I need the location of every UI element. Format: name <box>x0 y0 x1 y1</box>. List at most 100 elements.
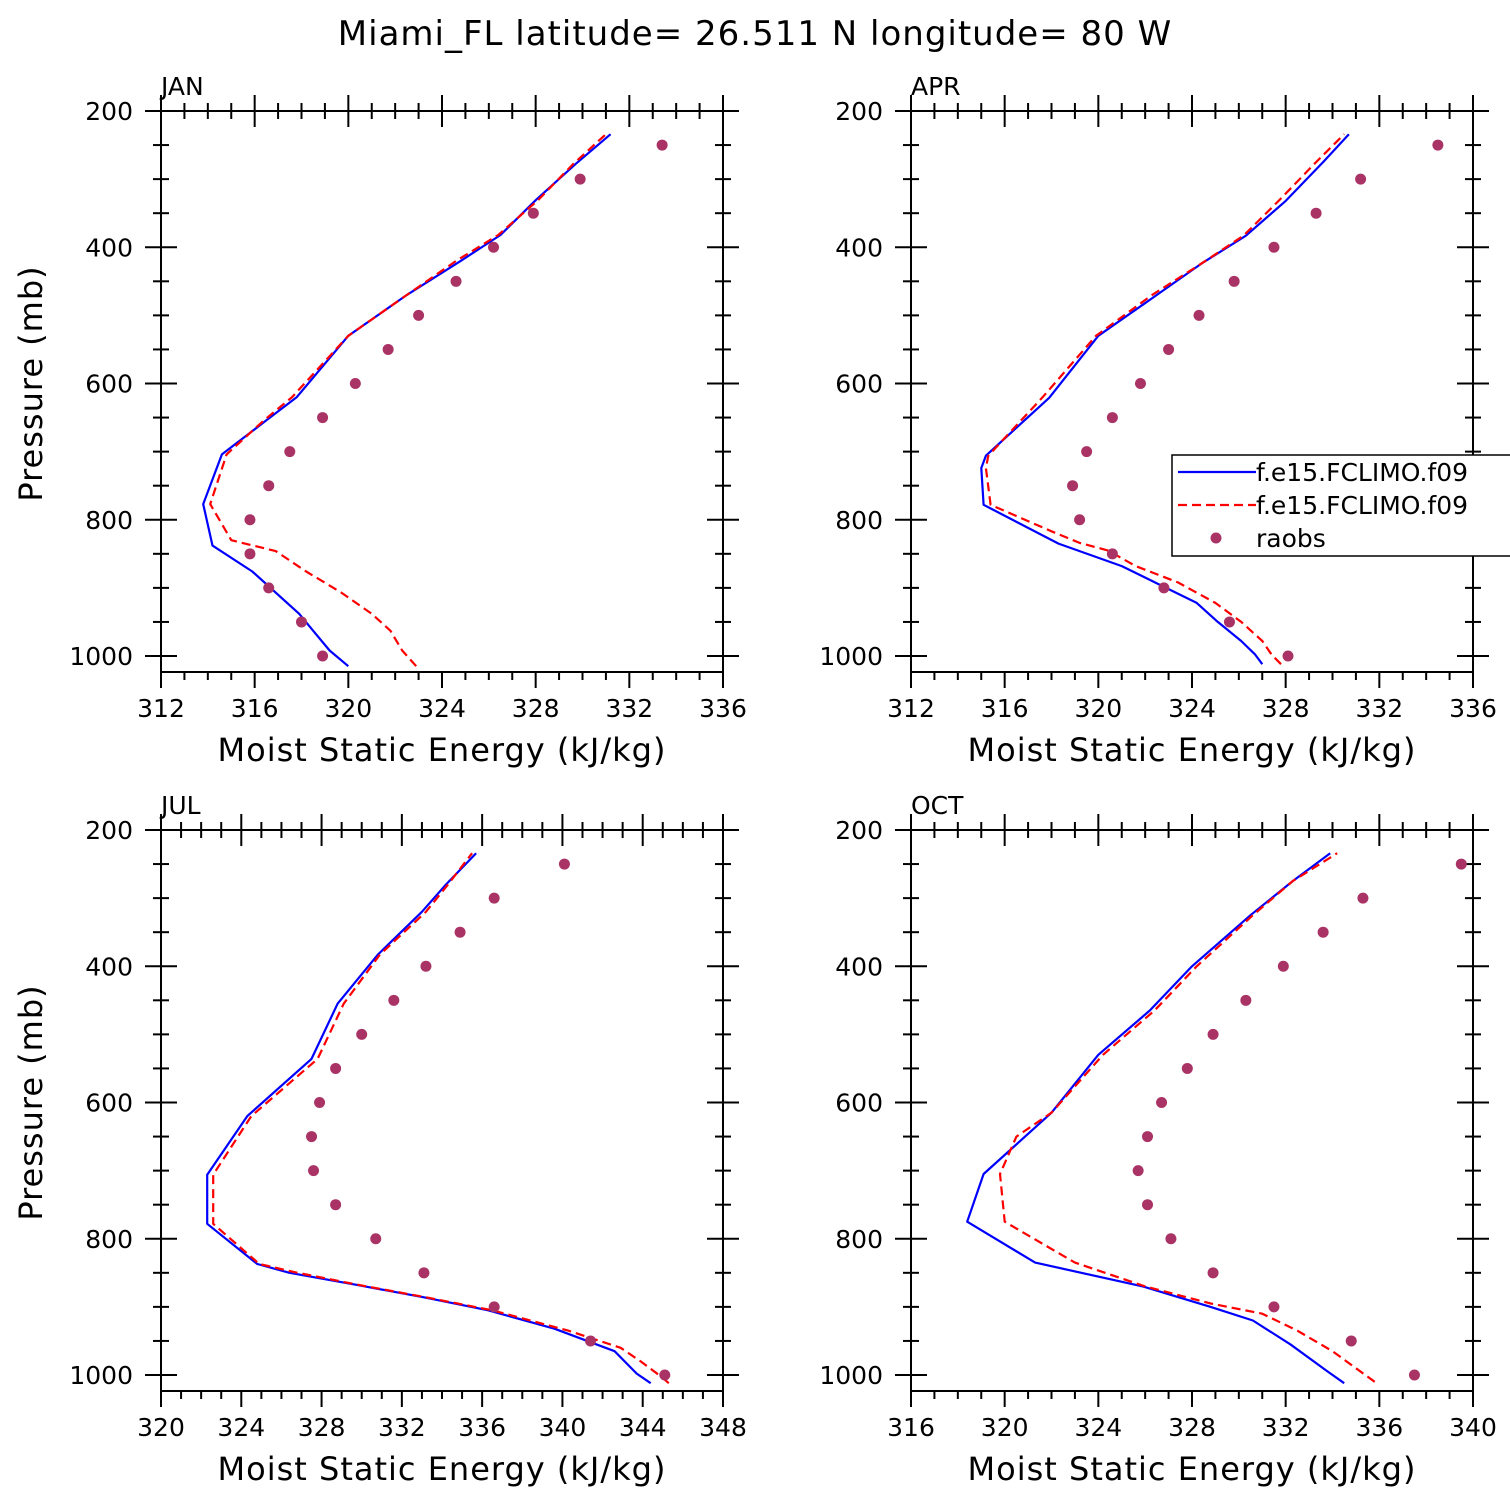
raobs-point <box>1106 412 1118 424</box>
raobs-point <box>1277 960 1289 972</box>
plot-frame <box>910 110 1474 673</box>
legend-label: f.e15.FCLIMO.f09 <box>1256 458 1468 487</box>
x-tick-label: 312 <box>137 694 185 723</box>
raobs-point <box>450 275 462 287</box>
y-tick-label: 600 <box>835 370 883 399</box>
raobs-point <box>1163 343 1175 355</box>
raobs-point <box>1223 616 1235 628</box>
panel-title: OCT <box>911 791 964 820</box>
y-tick-label: 200 <box>835 816 883 845</box>
raobs-point <box>1432 139 1444 151</box>
raobs-point <box>1158 582 1170 594</box>
x-tick-label: 336 <box>458 1413 506 1442</box>
x-tick-label: 328 <box>512 694 560 723</box>
y-tick-label: 1000 <box>819 642 883 671</box>
y-tick-label: 400 <box>835 233 883 262</box>
y-tick-label: 400 <box>85 952 133 981</box>
raobs-point <box>585 1335 597 1347</box>
legend-dot <box>1210 532 1222 544</box>
x-tick-label: 332 <box>1262 1413 1310 1442</box>
series-group <box>206 852 671 1385</box>
raobs-point <box>558 858 570 870</box>
raobs-point <box>418 1267 430 1279</box>
raobs-point <box>1156 1097 1168 1108</box>
raobs-point <box>284 446 296 458</box>
y-tick-label: 800 <box>835 506 883 535</box>
y-tick-label: 600 <box>835 1089 883 1118</box>
plot-frame <box>910 829 1474 1392</box>
x-tick-label: 316 <box>981 694 1029 723</box>
figure-title: Miami_FL latitude= 26.511 N longitude= 8… <box>338 14 1172 54</box>
series-line-dashed <box>209 133 607 667</box>
raobs-point <box>314 1097 326 1108</box>
y-tick-label: 200 <box>835 97 883 126</box>
legend: f.e15.FCLIMO.f09 f.e15.FCLIMO.f09 raobs <box>1171 454 1510 557</box>
raobs-point <box>296 616 307 628</box>
raobs-point <box>349 378 361 389</box>
raobs-point <box>1317 926 1329 938</box>
series-group <box>202 133 668 668</box>
raobs-point <box>488 1301 500 1313</box>
raobs-point <box>1357 892 1369 904</box>
y-tick-label: 1000 <box>819 1361 883 1390</box>
raobs-point <box>413 309 425 321</box>
raobs-point <box>656 139 668 151</box>
y-tick-label: 800 <box>835 1225 883 1254</box>
y-tick-label: 600 <box>85 1089 133 1118</box>
x-tick-label: 320 <box>137 1413 185 1442</box>
raobs-point <box>1455 858 1467 870</box>
raobs-point <box>370 1233 382 1245</box>
y-tick-label: 800 <box>85 506 133 535</box>
y-tick-label: 1000 <box>69 642 133 671</box>
raobs-point <box>308 1165 320 1177</box>
x-tick-label: 324 <box>217 1413 265 1442</box>
x-tick-label: 328 <box>1262 694 1310 723</box>
raobs-point <box>1228 275 1240 287</box>
raobs-point <box>263 582 275 594</box>
raobs-point <box>1142 1131 1154 1143</box>
raobs-point <box>1268 241 1280 253</box>
x-tick-label: 336 <box>699 694 747 723</box>
panel-title: JAN <box>159 72 204 101</box>
series-line-solid <box>206 852 652 1385</box>
legend-label: raobs <box>1256 524 1326 553</box>
x-axis-label: Moist Static Energy (kJ/kg) <box>968 1450 1417 1488</box>
x-tick-label: 336 <box>1449 694 1497 723</box>
series-line-solid <box>966 852 1345 1385</box>
raobs-point <box>420 960 432 972</box>
raobs-point <box>1132 1165 1144 1177</box>
raobs-point <box>317 412 329 424</box>
x-axis-label: Moist Static Energy (kJ/kg) <box>968 731 1417 769</box>
raobs-point <box>1310 207 1322 219</box>
raobs-point <box>1067 480 1079 492</box>
raobs-point <box>1355 173 1367 185</box>
y-axis-label: Pressure (mb) <box>12 984 50 1220</box>
raobs-point <box>1268 1301 1280 1313</box>
series-line-dashed <box>998 852 1376 1383</box>
y-tick-label: 200 <box>85 816 133 845</box>
raobs-point <box>263 480 275 492</box>
y-tick-label: 600 <box>85 370 133 399</box>
raobs-point <box>382 343 394 355</box>
x-tick-label: 344 <box>619 1413 667 1442</box>
y-tick-label: 800 <box>85 1225 133 1254</box>
x-tick-label: 316 <box>231 694 279 723</box>
raobs-point <box>330 1062 342 1074</box>
x-tick-label: 336 <box>1355 1413 1403 1442</box>
raobs-point <box>1074 514 1086 526</box>
x-tick-label: 332 <box>1355 694 1403 723</box>
panel-title: APR <box>911 72 961 101</box>
x-tick-label: 320 <box>324 694 372 723</box>
raobs-point <box>1081 446 1093 458</box>
raobs-point <box>1240 994 1252 1006</box>
raobs-point <box>244 514 256 526</box>
y-tick-label: 400 <box>85 233 133 262</box>
x-tick-label: 340 <box>539 1413 587 1442</box>
x-axis-label: Moist Static Energy (kJ/kg) <box>218 731 667 769</box>
